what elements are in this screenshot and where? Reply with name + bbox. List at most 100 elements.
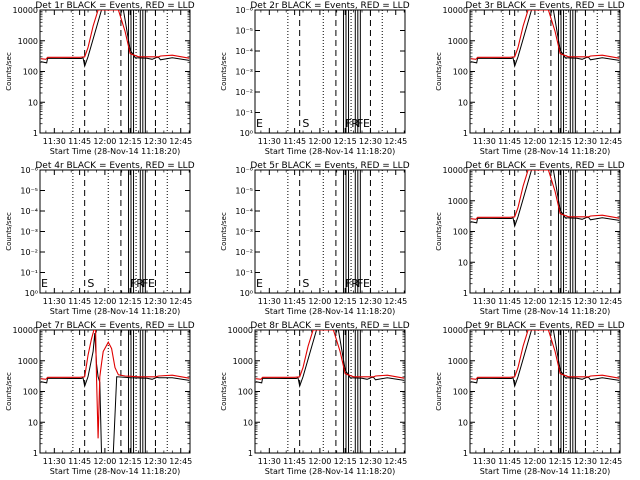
x-tick-label: 12:15 [334,137,357,146]
x-tick-label: 11:45 [68,457,91,466]
x-tick-label: 11:45 [283,137,306,146]
y-tick-label: 1 [463,449,468,458]
y-tick-label: 10⁰ [25,289,38,298]
x-tick-label: 11:45 [498,457,521,466]
x-tick-label: 12:30 [144,457,167,466]
x-tick-label: 12:00 [308,297,331,306]
y-axis-label: Counts/sec [5,52,13,91]
y-tick-label: 10⁻⁶ [20,166,38,175]
annotation-letter: S [302,277,309,290]
y-tick-label: 10 [28,418,38,427]
x-tick-label: 11:45 [498,137,521,146]
y-tick-label: 100 [23,68,38,77]
x-tick-label: 12:30 [574,297,597,306]
y-tick-label: 1000 [448,197,468,206]
chart-title: Det 5r BLACK = Events, RED = LLD [250,161,409,171]
annotation-letter: R [351,277,359,290]
x-tick-label: 12:45 [599,137,622,146]
y-tick-label: 100 [238,388,253,397]
x-tick-label: 11:45 [498,297,521,306]
y-tick-label: 10 [243,418,253,427]
x-tick-label: 12:15 [549,137,572,146]
x-tick-label: 12:00 [523,137,546,146]
x-tick-label: 12:15 [549,297,572,306]
x-tick-label: 11:30 [258,297,281,306]
y-tick-label: 1 [33,129,38,138]
x-tick-label: 12:30 [359,137,382,146]
annotation-letter: E [363,277,370,290]
x-axis-label: Start Time (28-Nov-14 11:18:20) [265,307,395,316]
x-axis-label: Start Time (28-Nov-14 11:18:20) [50,467,180,476]
y-axis-label: Counts/sec [220,52,228,91]
y-axis-label: Counts/sec [220,372,228,411]
x-tick-label: 12:00 [523,297,546,306]
x-tick-label: 12:00 [523,457,546,466]
x-tick-label: 11:45 [283,297,306,306]
x-tick-label: 11:45 [68,137,91,146]
y-tick-label: 10⁻⁴ [235,207,253,216]
chart-panel-5: Det 5r BLACK = Events, RED = LLD Counts/s… [220,161,410,316]
annotation-letter: F [357,117,363,130]
x-tick-label: 12:30 [574,457,597,466]
x-tick-label: 12:30 [359,297,382,306]
y-tick-label: 10000 [13,326,38,335]
x-tick-label: 11:30 [258,457,281,466]
x-axis-label: Start Time (28-Nov-14 11:18:20) [265,467,395,476]
y-axis-label: Counts/sec [5,212,13,251]
y-tick-label: 100 [453,228,468,237]
annotation-letter: E [41,277,48,290]
annotation-letter: F [130,277,136,290]
annotation-letter: R [136,277,144,290]
events-series-line [40,10,190,68]
x-tick-label: 12:45 [169,297,192,306]
y-tick-label: 10⁻³ [235,228,253,237]
y-tick-label: 10⁻³ [20,228,38,237]
x-axis-label: Start Time (28-Nov-14 11:18:20) [50,147,180,156]
y-tick-label: 10 [28,98,38,107]
chart-panel-1: Det 1r BLACK = Events, RED = LLD Counts/s… [5,1,195,156]
y-axis-label: Counts/sec [220,212,228,251]
y-tick-label: 10⁻⁵ [235,27,253,36]
y-tick-label: 1 [248,449,253,458]
y-tick-label: 1 [33,449,38,458]
y-tick-label: 10⁻¹ [20,269,38,278]
chart-panel-4: Det 4r BLACK = Events, RED = LLD Counts/s… [5,161,195,316]
events-series-line [255,330,405,388]
x-tick-label: 11:30 [258,137,281,146]
y-tick-label: 10 [458,418,468,427]
y-tick-label: 10⁻³ [235,68,253,77]
x-tick-label: 12:45 [169,457,192,466]
x-tick-label: 12:15 [119,457,142,466]
x-tick-label: 12:45 [384,457,407,466]
x-tick-label: 12:45 [599,457,622,466]
lld-series-line [470,330,620,380]
annotation-letter: R [351,117,359,130]
x-tick-label: 12:00 [93,297,116,306]
x-axis-label: Start Time (28-Nov-14 11:18:20) [480,467,610,476]
y-tick-label: 10000 [443,166,468,175]
events-series-line [470,330,620,388]
x-axis-label: Start Time (28-Nov-14 11:18:20) [50,307,180,316]
chart-panel-3: Det 3r BLACK = Events, RED = LLD Counts/s… [435,1,625,156]
y-tick-label: 10000 [443,326,468,335]
annotation-letter: S [302,117,309,130]
x-tick-label: 11:45 [283,457,306,466]
y-axis-label: Counts/sec [435,212,443,251]
x-tick-label: 12:15 [119,137,142,146]
x-tick-label: 11:30 [473,137,496,146]
x-tick-label: 12:30 [359,457,382,466]
x-tick-label: 12:15 [334,297,357,306]
x-tick-label: 11:30 [43,137,66,146]
chart-title: Det 6r BLACK = Events, RED = LLD [465,161,624,171]
x-tick-label: 11:30 [43,297,66,306]
annotation-letter: F [357,277,363,290]
y-axis-label: Counts/sec [5,372,13,411]
y-axis-label: Counts/sec [435,372,443,411]
annotation-letter: E [256,117,263,130]
y-tick-label: 10⁻⁵ [235,187,253,196]
y-tick-label: 1000 [18,37,38,46]
y-tick-label: 10⁻² [235,248,253,257]
x-tick-label: 12:45 [599,297,622,306]
y-tick-label: 10 [458,258,468,267]
